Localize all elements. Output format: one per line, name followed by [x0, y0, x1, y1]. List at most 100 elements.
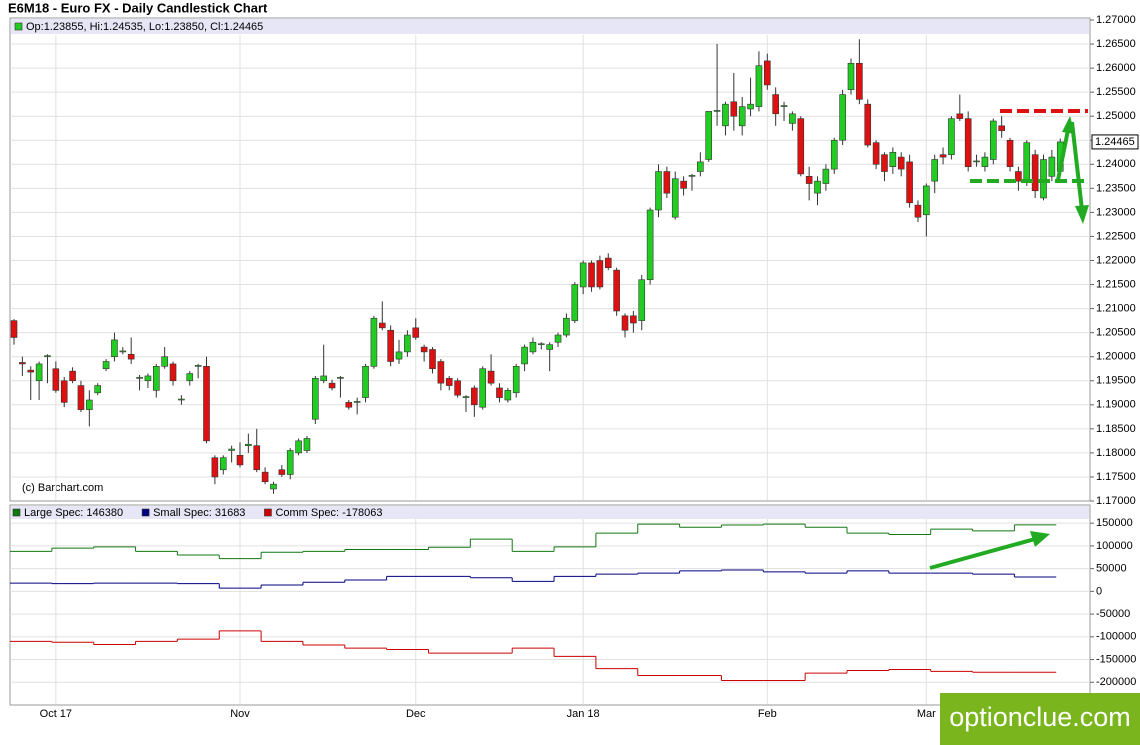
trend-arrow — [929, 537, 1036, 570]
arrow-down-head — [1075, 205, 1089, 224]
y-tick-label: 1.21000 — [1096, 303, 1136, 315]
y-tick-label: -150000 — [1096, 653, 1136, 665]
candle-body — [630, 315, 637, 324]
candle-body — [981, 156, 989, 168]
candle-body — [295, 440, 302, 454]
candle-body — [328, 382, 336, 389]
candle-body — [479, 368, 487, 408]
candle-body — [94, 385, 101, 394]
candle-body — [312, 378, 319, 420]
candle-body — [86, 399, 93, 410]
y-tick-label: 150000 — [1096, 517, 1133, 529]
candle-body — [713, 110, 721, 112]
candle-body — [588, 262, 595, 288]
candle-body — [613, 269, 620, 312]
candle-body — [805, 176, 813, 184]
candle-body — [228, 448, 235, 451]
candle-body — [730, 101, 738, 117]
candle-body — [512, 366, 520, 394]
legend-swatch — [141, 508, 150, 517]
candle-body — [747, 103, 754, 110]
candle-body — [378, 322, 386, 329]
y-tick-label: 1.26000 — [1096, 62, 1136, 74]
candle-body — [655, 171, 662, 211]
candle-body — [697, 161, 704, 172]
x-tick-label: Dec — [406, 708, 426, 720]
legend-swatch — [264, 508, 272, 517]
candle-body — [998, 125, 1005, 131]
candle-body — [1040, 159, 1047, 199]
y-tick-label: 1.22000 — [1096, 254, 1136, 266]
candle-body — [504, 390, 512, 401]
y-tick-label: 50000 — [1096, 563, 1127, 575]
candle-body — [203, 366, 210, 442]
candle-body — [931, 159, 939, 182]
candle-body — [278, 469, 286, 475]
candle-body — [755, 65, 763, 107]
y-tick-label: 0 — [1096, 585, 1102, 597]
candle-body — [362, 366, 369, 398]
candle-body — [973, 160, 980, 163]
candle-body — [387, 329, 394, 362]
candle-body — [663, 171, 671, 194]
candle-body — [1015, 171, 1022, 182]
candle-body — [270, 483, 277, 490]
y-tick-label: 1.19000 — [1096, 399, 1136, 411]
candle-body — [144, 375, 152, 382]
legend-swatch — [14, 22, 23, 31]
candle-body — [780, 105, 788, 107]
last-price-label: 1.24465 — [1095, 136, 1135, 148]
candle-body — [906, 161, 913, 204]
candle-body — [286, 450, 294, 475]
y-tick-label: 1.22500 — [1096, 230, 1136, 242]
candle-body — [219, 457, 227, 471]
candle-body — [152, 366, 160, 391]
candle-body — [579, 262, 587, 288]
candle-body — [529, 341, 537, 353]
candle-body — [429, 349, 436, 370]
y-tick-label: 1.21500 — [1096, 278, 1136, 290]
candle-body — [303, 438, 311, 451]
candle-body — [680, 180, 687, 189]
price-legend: Op:1.23855, Hi:1.24535, Lo:1.23850, Cl:1… — [26, 21, 263, 33]
candle-body — [688, 175, 696, 177]
candle-body — [437, 361, 445, 384]
candle-body — [236, 455, 244, 466]
candle-body — [847, 62, 855, 91]
candle-body — [563, 317, 570, 336]
y-tick-label: 1.19500 — [1096, 375, 1136, 387]
candle-body — [136, 377, 143, 379]
watermark-box — [940, 693, 1140, 745]
legend-label: Small Spec: 31683 — [153, 507, 245, 519]
candle-body — [404, 334, 411, 353]
candle-body — [964, 118, 972, 168]
candle-body — [245, 443, 252, 446]
candle-body — [772, 94, 779, 115]
legend-swatch — [12, 508, 21, 517]
candle-body — [345, 402, 353, 408]
candle-body — [814, 180, 821, 194]
candle-body — [872, 142, 880, 165]
candle-body — [10, 320, 18, 338]
candle-body — [521, 346, 528, 365]
candle-body — [353, 401, 361, 403]
candle-body — [420, 346, 428, 353]
candle-body — [722, 103, 729, 127]
candle-body — [763, 60, 771, 86]
candle-body — [864, 103, 872, 146]
candle-body — [671, 178, 679, 218]
candle-body — [738, 106, 746, 127]
candle-body — [69, 370, 76, 382]
candle-body — [370, 317, 378, 367]
candle-body — [454, 380, 461, 396]
x-tick-label: Jan 18 — [567, 708, 600, 720]
legend-label: Large Spec: 146380 — [24, 507, 123, 519]
copyright: (c) Barchart.com — [22, 482, 103, 494]
arrow-down — [1070, 121, 1084, 211]
candle-body — [1023, 142, 1031, 182]
trend-arrow-head — [1030, 531, 1050, 547]
candle-body — [27, 369, 35, 373]
candle-body — [178, 398, 185, 401]
candle-body — [52, 368, 60, 391]
